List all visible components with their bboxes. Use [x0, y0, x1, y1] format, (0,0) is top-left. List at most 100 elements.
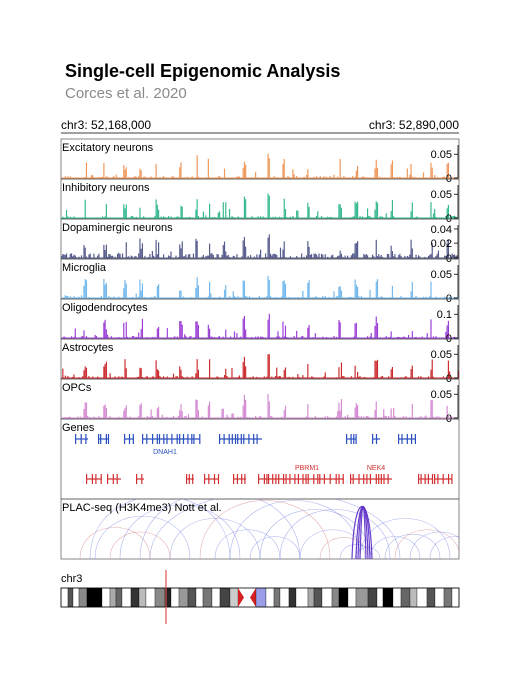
signal-bar	[69, 176, 71, 178]
signal-bar	[217, 176, 219, 178]
signal-bar	[113, 296, 115, 298]
signal-bar	[175, 255, 177, 258]
signal-bar	[201, 256, 203, 258]
signal-bar	[150, 176, 152, 178]
signal-bar	[62, 368, 64, 378]
signal-bar	[314, 416, 316, 418]
signal-bar	[338, 287, 340, 298]
signal-bar	[255, 172, 257, 178]
signal-bar	[185, 254, 187, 258]
signal-bar	[354, 407, 356, 418]
signal-bar	[180, 321, 182, 338]
signal-bar	[85, 162, 88, 178]
plus-strand-gene	[124, 434, 134, 444]
signal-bar	[409, 174, 411, 178]
genes-track: Genes DNAH1 PBRM1 NEK4	[60, 418, 460, 500]
exon	[366, 474, 368, 484]
ideogram-band	[60, 587, 69, 608]
signal-bar	[216, 253, 218, 258]
track-frame	[60, 378, 460, 420]
ideogram-band	[288, 587, 297, 608]
signal-bar	[369, 336, 371, 338]
signal-bar	[303, 176, 305, 178]
signal-bar	[276, 254, 278, 258]
signal-bar	[221, 408, 223, 418]
signal-bar	[348, 296, 350, 298]
signal-bar	[227, 254, 229, 258]
signal-bar	[445, 331, 447, 338]
signal-bar	[141, 283, 144, 298]
ideogram-band	[86, 587, 103, 608]
signal-bar	[231, 413, 233, 418]
minus-strand-gene	[350, 474, 392, 484]
signal-bar	[98, 176, 100, 178]
signal-bar	[430, 162, 432, 178]
signal-bar	[437, 250, 440, 258]
exon	[176, 434, 178, 444]
signal-bar	[338, 402, 340, 418]
signal-bar	[388, 253, 390, 258]
signal-bar	[63, 336, 65, 338]
signal-bar	[65, 296, 68, 298]
signal-bar	[146, 376, 148, 378]
signal-bar	[242, 361, 244, 378]
signal-bar	[184, 256, 186, 258]
track-2: Dopaminergic neurons 0.040.020	[60, 218, 460, 265]
signal-bar	[269, 296, 272, 298]
signal-bar	[358, 416, 360, 418]
signal-bar	[307, 169, 309, 178]
signal-bar	[184, 416, 186, 418]
ideogram-band	[78, 587, 88, 608]
signal-bar	[209, 359, 211, 378]
signal-bar	[308, 207, 310, 218]
signal-bar	[135, 336, 137, 338]
signal-bar	[284, 367, 287, 378]
signal-bar	[155, 360, 157, 378]
signal-bar	[267, 319, 269, 338]
signal-bar	[247, 255, 249, 258]
signal-bar	[425, 296, 427, 298]
signal-bar	[153, 296, 155, 298]
exon	[350, 474, 352, 484]
signal-bar	[416, 216, 418, 218]
signal-bar	[380, 216, 382, 218]
signal-bar	[306, 255, 308, 258]
ideogram-band	[313, 587, 323, 608]
signal-bar	[207, 324, 209, 338]
signal-bar	[386, 253, 389, 258]
signal-bar	[217, 212, 219, 218]
signal-bar	[255, 336, 257, 338]
signal-bar	[153, 376, 155, 378]
signal-bar	[357, 201, 359, 218]
signal-bar	[181, 376, 183, 378]
signal-bar	[432, 336, 435, 338]
signal-bar	[181, 411, 183, 418]
signal-bar	[310, 376, 313, 378]
arcs-label: PLAC-seq (H3K4me3) Nott et al.	[62, 502, 222, 514]
signal-bar	[158, 370, 160, 378]
plus-strand-gene	[98, 434, 110, 444]
ideogram-band	[355, 587, 369, 608]
signal-bar	[283, 370, 285, 378]
signal-bar	[133, 336, 135, 338]
signal-bar	[381, 375, 384, 378]
signal-bar	[135, 176, 137, 178]
signal-bar	[257, 336, 259, 338]
signal-bar	[297, 296, 299, 298]
signal-bar	[404, 376, 406, 378]
signal-bar	[454, 254, 456, 258]
signal-bar	[353, 336, 355, 338]
signal-bar	[269, 253, 272, 258]
exon	[100, 474, 102, 484]
exon	[158, 434, 161, 444]
signal-bar	[136, 376, 139, 378]
signal-bar	[64, 375, 66, 378]
signal-bar	[335, 336, 338, 338]
signal-bar	[417, 255, 420, 258]
ideogram-band	[138, 587, 147, 608]
signal-bar	[206, 255, 208, 258]
signal-bar	[350, 376, 352, 378]
signal-bar	[156, 204, 158, 218]
exon	[285, 474, 287, 484]
signal-bar	[447, 204, 449, 218]
